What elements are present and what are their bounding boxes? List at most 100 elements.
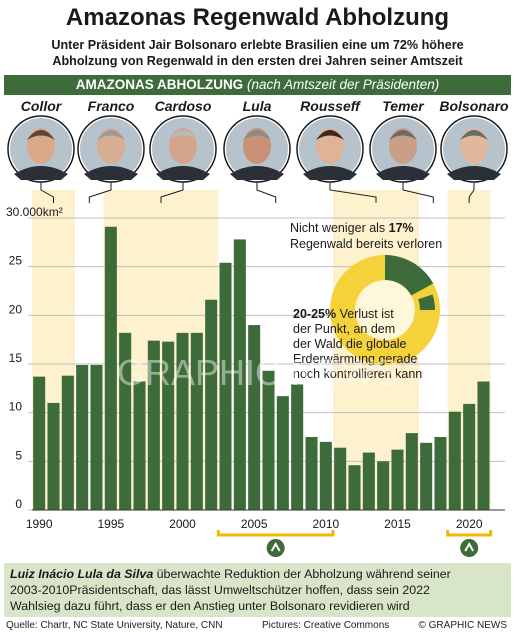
portrait-suit (303, 166, 357, 180)
bar-2000 (176, 332, 189, 510)
brand-credit: © GRAPHIC NEWS (418, 620, 508, 631)
president-name: Franco (88, 98, 135, 114)
portrait-face (243, 128, 271, 164)
bar-2013 (362, 452, 375, 510)
donut-title-text: Nicht weniger als (290, 221, 389, 235)
x-tick-label: 1990 (26, 517, 53, 531)
portrait-suit (230, 166, 284, 180)
lula-bracket-arrow-glyph (270, 541, 281, 552)
portrait-suit (14, 166, 68, 180)
portrait-face (460, 128, 488, 164)
term-connector (402, 182, 434, 203)
bar-1995 (104, 226, 117, 510)
portrait-hair (460, 130, 488, 140)
bar-2010 (319, 441, 332, 510)
bolsonaro-bracket-arrow (460, 539, 479, 557)
caption-text-1: überwachte Reduktion der Abholzung währe… (153, 567, 451, 581)
bar-2006 (262, 370, 275, 510)
portrait-suit (156, 166, 210, 180)
portrait-suit (84, 166, 138, 180)
x-tick-label: 1995 (97, 517, 124, 531)
chart-subtitle: Unter Präsident Jair Bolsonaro erlebte B… (6, 37, 509, 69)
term-connector (88, 182, 112, 203)
bar-2003 (219, 262, 232, 510)
threshold-line-3: der Wald die globale (293, 337, 407, 351)
bar-1997 (133, 381, 146, 510)
bar-2016 (405, 433, 418, 510)
portrait-hair (169, 130, 197, 140)
x-tick-label: 2005 (241, 517, 268, 531)
president-cardoso: Cardoso (149, 98, 217, 203)
bar-2015 (391, 449, 404, 510)
band-sublabel: (nach Amtszeit der Präsidenten) (246, 77, 440, 92)
president-lula: Lula (223, 98, 291, 203)
caption-line-2: 2003-2010Präsidentschaft, das lässt Umwe… (10, 583, 430, 597)
bolsonaro-bracket-arrow-glyph (464, 541, 475, 552)
bar-2021 (477, 381, 490, 510)
bar-1996 (119, 332, 132, 510)
y-tick-label: 25 (9, 254, 23, 268)
caption-line-1: Luiz Inácio Lula da Silva überwachte Red… (10, 566, 505, 582)
portrait-face (97, 128, 125, 164)
portrait-hair (389, 130, 417, 140)
picture-credit: Pictures: Creative Commons (262, 620, 390, 631)
donut-annotation: Nicht weniger als 17% Regenwald bereits v… (290, 221, 442, 381)
watermark: GRAPHIC NEWS (117, 352, 399, 393)
president-franco: Franco (77, 98, 145, 203)
bar-2001 (190, 332, 203, 510)
president-rousseff: Rousseff (296, 98, 377, 203)
president-name: Cardoso (155, 98, 212, 114)
portrait-suit (376, 166, 430, 180)
threshold-line-1: 20-25% Verlust ist (293, 307, 394, 321)
bar-1994 (90, 364, 103, 510)
bar-2019 (448, 411, 461, 510)
bar-2011 (334, 447, 347, 510)
lula-bracket (216, 530, 335, 537)
bar-2014 (377, 461, 390, 510)
bar-1992 (61, 375, 74, 510)
president-name: Lula (243, 98, 272, 114)
portrait-face (169, 128, 197, 164)
portrait-face (389, 128, 417, 164)
bar-2012 (348, 465, 361, 510)
y-tick-label: 0 (15, 497, 22, 511)
bar-2009 (305, 437, 318, 510)
president-bolsonaro: Bolsonaro (439, 98, 509, 203)
donut-title-line-2: Regenwald bereits verloren (290, 237, 442, 251)
y-tick-label: 10 (9, 400, 23, 414)
band-label: AMAZONAS ABHOLZUNG (75, 77, 244, 92)
threshold-line-4: Erderwärmung gerade (293, 352, 417, 366)
caption-name: Luiz Inácio Lula da Silva (10, 567, 154, 581)
term-connector (160, 182, 184, 203)
donut-title-line-1: Nicht weniger als 17% (290, 221, 414, 235)
subtitle-line-2: Abholzung von Regenwald in den ersten dr… (52, 54, 463, 68)
y-tick-label: 15 (9, 351, 23, 365)
portrait-face (316, 128, 344, 164)
bolsonaro-bracket (446, 530, 493, 537)
threshold-line-5: noch kontrollieren kann (293, 367, 422, 381)
president-name: Temer (382, 98, 425, 114)
portrait-face (27, 128, 55, 164)
x-tick-label: 2000 (169, 517, 196, 531)
president-name: Rousseff (300, 98, 361, 114)
term-connector (256, 182, 277, 203)
portrait-hair (243, 130, 271, 140)
bar-2017 (420, 442, 433, 510)
x-tick-label: 2020 (456, 517, 483, 531)
donut-lost-segment (385, 255, 434, 296)
president-temer: Temer (369, 98, 437, 203)
threshold-text: Verlust ist (336, 307, 394, 321)
bar-2002 (205, 299, 218, 510)
president-name: Bolsonaro (439, 98, 509, 114)
source-note: Quelle: Chartr, NC State University, Nat… (6, 620, 223, 631)
caption-line-3: Wahlsieg dazu führt, dass er den Anstieg… (10, 599, 410, 613)
president-name: Collor (21, 98, 63, 114)
donut-threshold-segment (418, 294, 435, 310)
chart-title: Amazonas Regenwald Abholzung (65, 4, 450, 31)
lula-bracket-arrow (266, 539, 285, 557)
subtitle-line-1: Unter Präsident Jair Bolsonaro erlebte B… (51, 38, 464, 52)
portrait-suit (447, 166, 501, 180)
bar-2008 (291, 384, 304, 510)
bar-1993 (76, 364, 89, 510)
